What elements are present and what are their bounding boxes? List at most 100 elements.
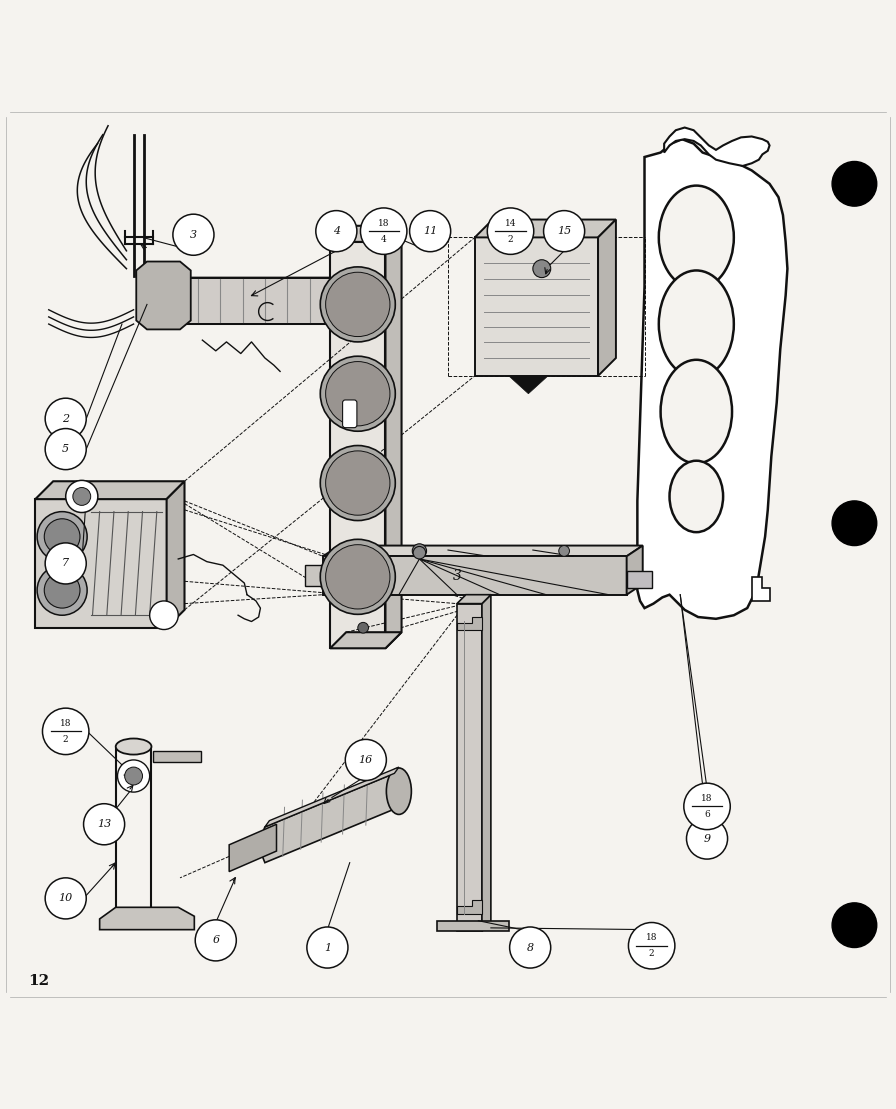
Polygon shape	[305, 566, 327, 586]
Circle shape	[44, 519, 80, 554]
Circle shape	[832, 501, 877, 546]
Circle shape	[345, 740, 386, 781]
Circle shape	[37, 511, 87, 561]
Text: 2: 2	[508, 235, 513, 244]
Circle shape	[325, 362, 390, 426]
Circle shape	[44, 572, 80, 608]
Circle shape	[533, 260, 551, 277]
Ellipse shape	[116, 910, 151, 927]
Circle shape	[315, 211, 357, 252]
Circle shape	[413, 547, 426, 559]
Polygon shape	[626, 570, 651, 589]
Circle shape	[125, 767, 142, 785]
Text: 2: 2	[649, 949, 654, 958]
Circle shape	[686, 818, 728, 859]
Ellipse shape	[660, 359, 732, 464]
Ellipse shape	[386, 767, 411, 814]
Text: 8: 8	[527, 943, 534, 953]
Circle shape	[173, 214, 214, 255]
Text: 18: 18	[378, 218, 390, 227]
Circle shape	[320, 446, 395, 520]
Text: 2: 2	[63, 735, 68, 744]
Ellipse shape	[659, 271, 734, 378]
Text: 3: 3	[452, 569, 461, 583]
Text: 10: 10	[58, 894, 73, 904]
Text: 5: 5	[62, 444, 69, 454]
Circle shape	[42, 709, 89, 754]
FancyBboxPatch shape	[342, 400, 357, 428]
Text: 12: 12	[28, 975, 49, 988]
Circle shape	[306, 927, 348, 968]
Text: 13: 13	[97, 820, 111, 830]
Circle shape	[832, 162, 877, 206]
Polygon shape	[457, 594, 491, 603]
Text: 18: 18	[646, 933, 658, 943]
Polygon shape	[457, 603, 482, 932]
Circle shape	[320, 267, 395, 342]
Polygon shape	[457, 617, 482, 630]
Circle shape	[45, 878, 86, 919]
Circle shape	[195, 919, 237, 960]
Circle shape	[150, 601, 178, 630]
Circle shape	[832, 903, 877, 947]
Polygon shape	[35, 481, 185, 499]
Circle shape	[684, 783, 730, 830]
Circle shape	[37, 566, 87, 615]
Text: 9: 9	[703, 834, 711, 844]
Polygon shape	[330, 242, 385, 649]
Circle shape	[409, 211, 451, 252]
Polygon shape	[330, 632, 401, 649]
Ellipse shape	[669, 460, 723, 532]
Circle shape	[510, 927, 551, 968]
Polygon shape	[437, 920, 509, 932]
Polygon shape	[323, 557, 626, 594]
Ellipse shape	[116, 739, 151, 754]
Polygon shape	[323, 546, 642, 557]
Text: 3: 3	[190, 230, 197, 240]
Circle shape	[559, 546, 570, 557]
Polygon shape	[136, 262, 191, 329]
Circle shape	[358, 622, 368, 633]
Polygon shape	[664, 128, 770, 166]
Circle shape	[325, 451, 390, 516]
Circle shape	[360, 207, 407, 254]
Circle shape	[45, 428, 86, 469]
Circle shape	[325, 272, 390, 336]
Polygon shape	[482, 594, 491, 932]
Polygon shape	[385, 226, 401, 649]
Polygon shape	[509, 376, 548, 394]
Text: 14: 14	[504, 218, 516, 227]
Polygon shape	[475, 220, 616, 237]
Polygon shape	[330, 226, 401, 242]
Circle shape	[45, 543, 86, 584]
Text: 18: 18	[702, 794, 713, 803]
Text: 6: 6	[704, 810, 710, 818]
Circle shape	[628, 923, 675, 969]
Polygon shape	[752, 577, 770, 601]
Polygon shape	[167, 481, 185, 628]
Polygon shape	[153, 751, 201, 762]
Circle shape	[320, 539, 395, 614]
Circle shape	[320, 356, 395, 431]
Text: 4: 4	[332, 226, 340, 236]
Circle shape	[83, 804, 125, 845]
Circle shape	[117, 760, 150, 792]
Text: 11: 11	[423, 226, 437, 236]
Text: 18: 18	[60, 719, 72, 728]
Text: 2: 2	[62, 414, 69, 424]
Circle shape	[45, 398, 86, 439]
Text: 7: 7	[62, 559, 69, 569]
Polygon shape	[475, 237, 598, 376]
Polygon shape	[626, 546, 642, 594]
Text: 6: 6	[212, 935, 220, 945]
Circle shape	[487, 207, 534, 254]
Polygon shape	[457, 901, 482, 914]
Circle shape	[544, 211, 585, 252]
Polygon shape	[637, 139, 788, 619]
Polygon shape	[229, 824, 277, 872]
Circle shape	[325, 545, 390, 609]
Text: 4: 4	[381, 235, 386, 244]
Circle shape	[65, 480, 98, 512]
Polygon shape	[265, 767, 399, 827]
Text: 1: 1	[323, 943, 331, 953]
